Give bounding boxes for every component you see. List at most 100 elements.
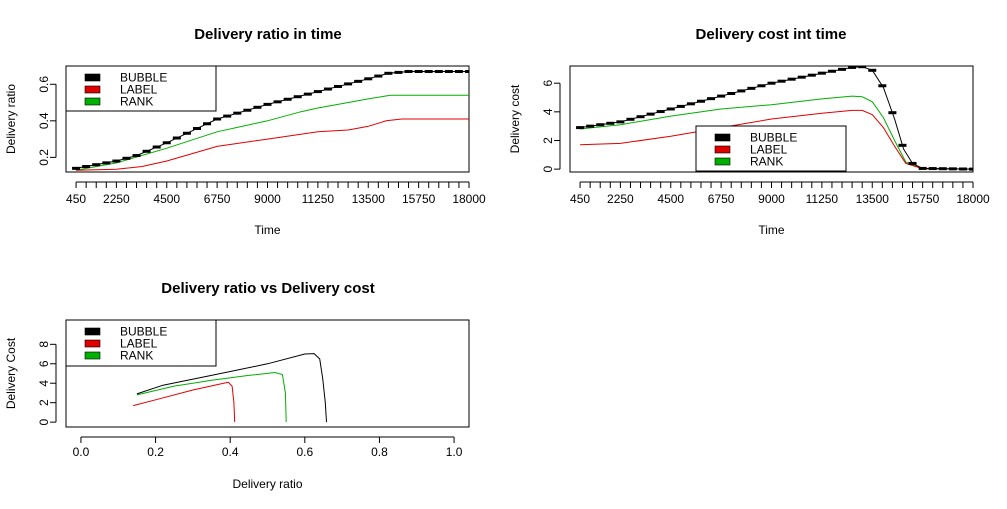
error-bar-mark — [586, 124, 595, 128]
error-bar-mark — [273, 100, 282, 104]
y-tick-label: 6 — [541, 80, 555, 87]
error-bar-mark — [646, 112, 655, 116]
error-bar-mark — [898, 143, 907, 147]
x-tick-label: 13500 — [352, 192, 386, 206]
y-tick-label: 0 — [541, 165, 555, 172]
legend-label-rank: RANK — [120, 95, 153, 109]
x-tick-label: 18000 — [956, 192, 990, 206]
y-axis-label: Delivery Cost — [4, 337, 18, 409]
error-bar-mark — [888, 111, 897, 115]
error-bar-mark — [132, 154, 141, 158]
error-bar-mark — [616, 120, 625, 124]
error-bar-mark — [797, 75, 806, 79]
error-bar-mark — [82, 165, 91, 169]
error-bar-mark — [102, 161, 111, 165]
error-bar-mark — [364, 77, 373, 81]
error-bar-mark — [162, 141, 171, 145]
x-tick-label: 1.0 — [446, 445, 463, 459]
error-bar-mark — [122, 156, 131, 160]
y-tick-label: 6 — [37, 360, 51, 367]
legend-swatch-label — [84, 85, 101, 94]
legend-label-label: LABEL — [120, 83, 158, 97]
chart-ratio-cost: Delivery ratio vs Delivery cost Delivery … — [4, 280, 470, 491]
error-bar-mark — [666, 107, 675, 111]
x-tick-label: 15750 — [906, 192, 940, 206]
error-bar-mark — [958, 167, 967, 171]
legend-label-bubble: BUBBLE — [120, 325, 167, 339]
error-bar-mark — [576, 126, 585, 130]
y-tick-label: 0.4 — [37, 112, 51, 129]
error-bar-mark — [192, 127, 201, 131]
legend-label-label: LABEL — [750, 143, 788, 157]
error-bar-mark — [838, 67, 847, 71]
chart-title: Delivery ratio vs Delivery cost — [161, 280, 374, 297]
x-tick-label: 6750 — [204, 192, 231, 206]
legend-label-label: LABEL — [120, 337, 158, 351]
error-bar-mark — [636, 115, 645, 119]
y-axis-label: Delivery ratio — [4, 84, 18, 154]
y-tick-label: 0.2 — [37, 149, 51, 166]
legend-label-rank: RANK — [750, 155, 783, 169]
error-bar-mark — [777, 79, 786, 83]
error-bar-mark — [263, 102, 272, 106]
series-line-label — [580, 109, 973, 170]
x-tick-label: 2250 — [607, 192, 634, 206]
error-bar-mark — [817, 71, 826, 75]
error-bar-mark — [303, 92, 312, 96]
legend-label-rank: RANK — [120, 349, 153, 363]
error-bar-mark — [243, 108, 252, 112]
error-bar-mark — [868, 68, 877, 72]
error-bar-mark — [72, 166, 81, 170]
error-bar-mark — [454, 69, 463, 73]
x-tick-label: 450 — [66, 192, 86, 206]
y-tick-label: 2 — [37, 399, 51, 406]
error-bar-mark — [142, 149, 151, 153]
x-tick-label: 6750 — [708, 192, 735, 206]
x-tick-label: 2250 — [103, 192, 130, 206]
x-tick-label: 18000 — [452, 192, 486, 206]
series-line-rank — [76, 94, 469, 171]
error-bar-mark — [92, 163, 101, 167]
x-tick-label: 0.0 — [73, 445, 90, 459]
error-bar-mark — [747, 86, 756, 90]
x-tick-label: 11250 — [302, 192, 335, 206]
error-bar-mark — [444, 69, 453, 73]
x-tick-label: 450 — [570, 192, 590, 206]
x-axis-label: Time — [254, 223, 281, 237]
error-bar-mark — [596, 123, 605, 127]
y-tick-label: 2 — [541, 137, 555, 144]
y-tick-label: 4 — [37, 380, 51, 387]
error-bar-mark — [313, 90, 322, 94]
error-bar-mark — [606, 121, 615, 125]
y-axis-label: Delivery cost — [508, 84, 522, 153]
chart-cost-time: Delivery cost int time Time Delivery cost 4… — [508, 26, 990, 237]
error-bar-mark — [334, 84, 343, 88]
error-bar-mark — [152, 145, 161, 149]
legend-label-bubble: BUBBLE — [750, 131, 797, 145]
x-tick-label: 15750 — [402, 192, 436, 206]
x-tick-label: 0.6 — [296, 445, 313, 459]
error-bar-mark — [323, 87, 332, 91]
legend-swatch-label — [84, 339, 101, 348]
error-bar-mark — [767, 81, 776, 85]
plot-frame — [569, 65, 974, 173]
legend-swatch-rank — [714, 157, 731, 166]
error-bar-mark — [656, 110, 665, 114]
error-bar-mark — [807, 73, 816, 77]
series-group — [133, 353, 327, 423]
series-line-label — [133, 381, 236, 423]
error-bar-mark — [434, 69, 443, 73]
series-line-bubble — [136, 353, 327, 423]
error-bar-mark — [918, 166, 927, 170]
error-bar-mark — [394, 70, 403, 74]
x-tick-label: 0.4 — [222, 445, 239, 459]
y-tick-label: 4 — [541, 108, 555, 115]
x-tick-label: 9000 — [254, 192, 281, 206]
error-bar-mark — [253, 105, 262, 109]
error-bar-mark — [213, 117, 222, 121]
error-bar-mark — [737, 89, 746, 93]
error-bar-mark — [465, 69, 469, 73]
y-tick-label: 0 — [37, 418, 51, 425]
